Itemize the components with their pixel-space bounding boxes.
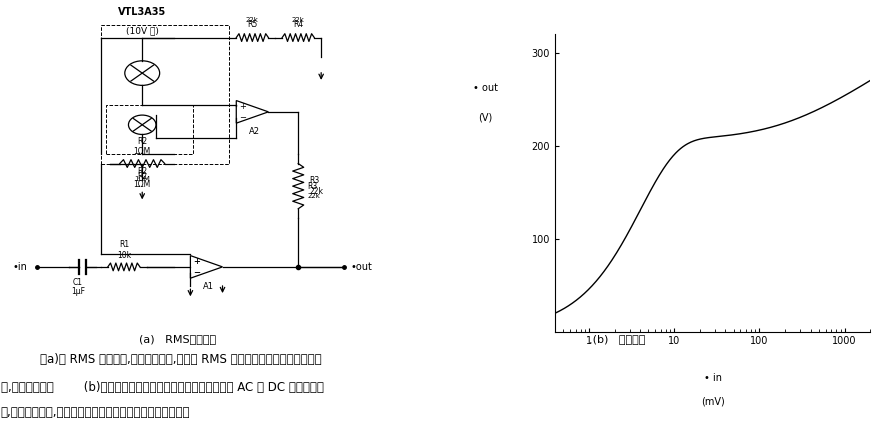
Text: +: +: [194, 257, 201, 266]
Text: (V): (V): [479, 112, 493, 122]
Text: R4: R4: [293, 20, 304, 29]
Text: 1μF: 1μF: [71, 287, 85, 296]
Text: C1: C1: [73, 278, 83, 287]
Text: R3
22k: R3 22k: [310, 176, 324, 196]
Text: R3: R3: [307, 181, 318, 191]
Text: A1: A1: [203, 282, 214, 291]
Text: −: −: [194, 268, 201, 277]
Text: +: +: [240, 102, 246, 111]
Text: R1
10k: R1 10k: [117, 241, 131, 260]
Text: •in: •in: [12, 262, 28, 272]
Text: 22k: 22k: [292, 17, 305, 23]
Text: 1ΩM: 1ΩM: [133, 180, 151, 189]
Text: A2: A2: [250, 127, 260, 136]
Text: R2: R2: [137, 167, 147, 176]
Text: (a)   RMS检测电路: (a) RMS检测电路: [139, 334, 216, 344]
Text: 下,电路输出如图        (b)限制一定范围可以较好选择。电路中的灯用 AC 或 DC 电源工作均: 下,电路输出如图 (b)限制一定范围可以较好选择。电路中的灯用 AC 或 DC …: [1, 381, 324, 394]
Text: −: −: [240, 113, 247, 122]
Text: VTL3A35: VTL3A35: [118, 6, 166, 17]
Text: R2
1ΩM: R2 1ΩM: [133, 137, 151, 156]
Text: 1ΩM: 1ΩM: [134, 176, 150, 182]
Text: R2: R2: [137, 172, 147, 181]
Text: （a)是 RMS 检测电路,对于复杂波形,峰値用 RMS 値替代不易实现。在有些情况: （a)是 RMS 检测电路,对于复杂波形,峰値用 RMS 値替代不易实现。在有些…: [40, 353, 321, 366]
Text: •out: •out: [351, 262, 373, 272]
Text: 可,输出不是常数,但灯电压曲线和电压放大曲线的一致性好。: 可,输出不是常数,但灯电压曲线和电压放大曲线的一致性好。: [1, 406, 190, 419]
Text: 22k: 22k: [246, 17, 258, 23]
Text: −: −: [194, 268, 201, 277]
Text: 22k: 22k: [307, 193, 321, 199]
Text: .(b)   输出特性: .(b) 输出特性: [589, 334, 646, 344]
Text: +: +: [194, 257, 201, 266]
Text: R5: R5: [247, 20, 258, 29]
Text: • out: • out: [473, 82, 498, 93]
Text: • in: • in: [703, 373, 722, 383]
Text: (10V 灯): (10V 灯): [126, 26, 159, 35]
Text: (mV): (mV): [701, 397, 725, 407]
